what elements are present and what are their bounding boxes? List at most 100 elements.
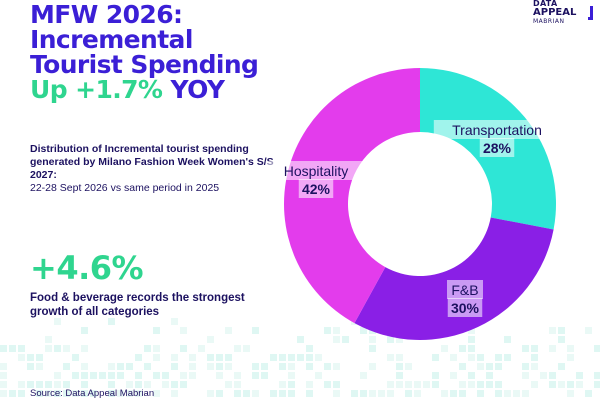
pixel-square — [351, 390, 358, 397]
pixel-square — [450, 354, 457, 361]
title-line-2: Incremental — [30, 25, 193, 54]
pixel-square — [558, 363, 565, 370]
pixel-square — [252, 372, 259, 379]
pixel-square — [279, 381, 286, 388]
pixel-square — [90, 372, 97, 379]
pixel-square — [261, 372, 268, 379]
pixel-square — [54, 372, 61, 379]
pixel-square — [189, 372, 196, 379]
pixel-square — [567, 390, 574, 397]
highlight-value: +4.6% — [30, 249, 144, 287]
pixel-square — [315, 354, 322, 361]
pixel-square — [459, 345, 466, 352]
pixel-square — [45, 390, 52, 397]
pixel-square — [549, 372, 556, 379]
pixel-square — [144, 345, 151, 352]
pixel-square — [441, 390, 448, 397]
pixel-square — [234, 372, 241, 379]
pixel-square — [549, 381, 556, 388]
logo-bracket-icon — [588, 6, 593, 20]
pixel-square — [18, 345, 25, 352]
pixel-square — [180, 327, 187, 334]
pixel-square — [180, 345, 187, 352]
pixel-square — [306, 354, 313, 361]
pixel-square — [270, 354, 277, 361]
pixel-square — [477, 363, 484, 370]
pixel-square — [477, 354, 484, 361]
pixel-square — [306, 363, 313, 370]
pixel-square — [81, 327, 88, 334]
pixel-square — [27, 354, 34, 361]
pixel-square — [153, 390, 160, 397]
pixel-square — [396, 354, 403, 361]
slice-label-transportation: Transportation 28% — [433, 120, 561, 157]
pixel-square — [576, 372, 583, 379]
pixel-square — [360, 390, 367, 397]
pixel-square — [522, 363, 529, 370]
pixel-square — [396, 381, 403, 388]
pixel-square — [171, 318, 178, 325]
pixel-square — [459, 381, 466, 388]
pixel-square — [189, 363, 196, 370]
pixel-square — [522, 372, 529, 379]
pixel-square — [387, 354, 394, 361]
pixel-square — [279, 363, 286, 370]
pixel-square — [306, 345, 313, 352]
pixel-square — [162, 381, 169, 388]
label-background — [298, 179, 334, 198]
pixel-square — [216, 363, 223, 370]
donut-slice-f-b — [354, 217, 554, 340]
pixel-square — [108, 318, 115, 325]
pixel-square — [396, 336, 403, 343]
pixel-square — [81, 390, 88, 397]
title-line-1: MFW 2026: — [30, 0, 183, 29]
pixel-square — [261, 363, 268, 370]
title-block: MFW 2026: Incremental Tourist Spending U… — [30, 0, 259, 102]
pixel-square — [126, 381, 133, 388]
logo-line-2: APPEAL — [533, 7, 577, 18]
pixel-square — [306, 390, 313, 397]
pixel-square — [414, 390, 421, 397]
pixel-square — [468, 372, 475, 379]
pixel-square — [135, 390, 142, 397]
pixel-square — [468, 336, 475, 343]
pixel-square — [27, 363, 34, 370]
pixel-square — [288, 372, 295, 379]
pixel-square — [531, 345, 538, 352]
pixel-square — [0, 390, 7, 397]
label-background — [479, 138, 515, 157]
pixel-square — [207, 354, 214, 361]
pixel-square — [477, 381, 484, 388]
pixel-square — [468, 381, 475, 388]
pixel-square — [468, 327, 475, 334]
pixel-square — [333, 363, 340, 370]
pixel-square — [585, 327, 592, 334]
pixel-square — [0, 363, 7, 370]
pixel-square — [126, 363, 133, 370]
pixel-square — [81, 372, 88, 379]
description-bold: Distribution of Incremental tourist spen… — [30, 143, 274, 181]
pixel-square — [531, 363, 538, 370]
pixel-square — [108, 363, 115, 370]
pixel-square — [270, 390, 277, 397]
pixel-square — [378, 390, 385, 397]
pixel-square — [72, 372, 79, 379]
pixel-square — [18, 390, 25, 397]
pixel-square — [486, 381, 493, 388]
pixel-square — [432, 372, 439, 379]
pixel-square — [153, 345, 160, 352]
slice-category-label: Hospitality — [284, 163, 349, 179]
pixel-square — [567, 345, 574, 352]
pixel-square — [531, 381, 538, 388]
pixel-square — [486, 372, 493, 379]
pixel-square — [63, 345, 70, 352]
pixel-square — [549, 327, 556, 334]
pixel-square — [54, 390, 61, 397]
pixel-square — [144, 363, 151, 370]
pixel-square — [477, 390, 484, 397]
pixel-square — [72, 354, 79, 361]
pixel-square — [396, 363, 403, 370]
pixel-square — [126, 390, 133, 397]
pixel-square — [513, 390, 520, 397]
pixel-square — [216, 390, 223, 397]
